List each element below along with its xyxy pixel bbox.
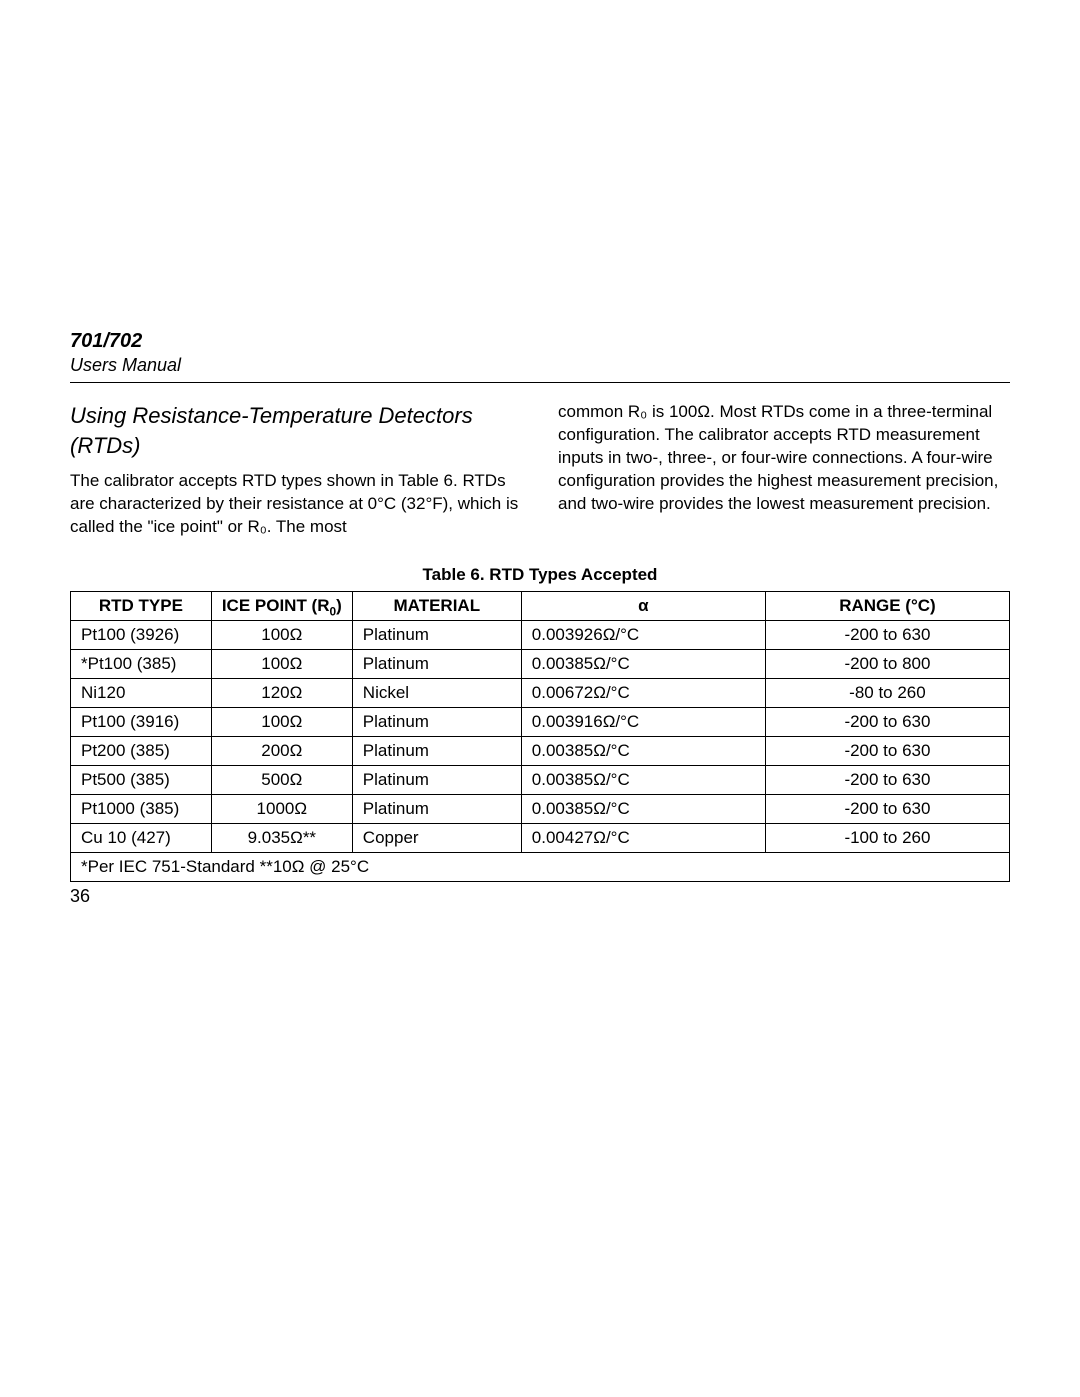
- table-cell: Platinum: [352, 621, 521, 650]
- table-cell: 100Ω: [211, 708, 352, 737]
- table-row: Pt200 (385)200ΩPlatinum0.00385Ω/°C-200 t…: [71, 737, 1010, 766]
- table-cell: 0.00672Ω/°C: [521, 679, 765, 708]
- left-column: Using Resistance-Temperature Detectors (…: [70, 401, 522, 539]
- page: 701/702 Users Manual Using Resistance-Te…: [0, 0, 1080, 1397]
- table-cell: 1000Ω: [211, 795, 352, 824]
- table-cell: 0.00385Ω/°C: [521, 737, 765, 766]
- table-footnote: *Per IEC 751-Standard **10Ω @ 25°C: [71, 853, 1010, 882]
- table-cell: -200 to 630: [765, 737, 1009, 766]
- table-row: Pt100 (3916)100ΩPlatinum0.003916Ω/°C-200…: [71, 708, 1010, 737]
- table-cell: 0.00385Ω/°C: [521, 650, 765, 679]
- table-cell: 9.035Ω**: [211, 824, 352, 853]
- table-cell: -200 to 630: [765, 766, 1009, 795]
- col-header-ice-point: ICE POINT (R0): [211, 592, 352, 621]
- right-paragraph: common R₀ is 100Ω. Most RTDs come in a t…: [558, 401, 1010, 516]
- header-subtitle: Users Manual: [70, 355, 1010, 376]
- table-cell: Ni120: [71, 679, 212, 708]
- table-cell: -200 to 630: [765, 795, 1009, 824]
- table-row: Cu 10 (427)9.035Ω**Copper0.00427Ω/°C-100…: [71, 824, 1010, 853]
- table-cell: Platinum: [352, 766, 521, 795]
- page-number: 36: [70, 886, 90, 907]
- table-cell: Pt200 (385): [71, 737, 212, 766]
- header-model: 701/702: [70, 330, 1010, 353]
- left-paragraph: The calibrator accepts RTD types shown i…: [70, 470, 522, 539]
- table-cell: Platinum: [352, 737, 521, 766]
- table-row: Pt1000 (385)1000ΩPlatinum0.00385Ω/°C-200…: [71, 795, 1010, 824]
- section-heading: Using Resistance-Temperature Detectors (…: [70, 401, 522, 460]
- table-cell: Platinum: [352, 708, 521, 737]
- table-cell: Pt500 (385): [71, 766, 212, 795]
- rtd-types-table: RTD TYPE ICE POINT (R0) MATERIAL α RANGE…: [70, 591, 1010, 882]
- right-column: common R₀ is 100Ω. Most RTDs come in a t…: [558, 401, 1010, 539]
- table-caption: Table 6. RTD Types Accepted: [70, 565, 1010, 585]
- table-cell: 500Ω: [211, 766, 352, 795]
- col-header-rtd-type: RTD TYPE: [71, 592, 212, 621]
- table-cell: -200 to 630: [765, 621, 1009, 650]
- table-cell: Pt100 (3916): [71, 708, 212, 737]
- table-header-row: RTD TYPE ICE POINT (R0) MATERIAL α RANGE…: [71, 592, 1010, 621]
- table-cell: Copper: [352, 824, 521, 853]
- col-header-range: RANGE (°C): [765, 592, 1009, 621]
- table-cell: 0.00385Ω/°C: [521, 766, 765, 795]
- table-cell: 0.00427Ω/°C: [521, 824, 765, 853]
- col-header-material: MATERIAL: [352, 592, 521, 621]
- table-cell: -200 to 800: [765, 650, 1009, 679]
- table-row: *Pt100 (385)100ΩPlatinum0.00385Ω/°C-200 …: [71, 650, 1010, 679]
- table-row: Pt100 (3926)100ΩPlatinum0.003926Ω/°C-200…: [71, 621, 1010, 650]
- table-cell: 200Ω: [211, 737, 352, 766]
- table-cell: 100Ω: [211, 650, 352, 679]
- table-cell: Cu 10 (427): [71, 824, 212, 853]
- table-cell: Pt1000 (385): [71, 795, 212, 824]
- table-cell: 100Ω: [211, 621, 352, 650]
- table-cell: 120Ω: [211, 679, 352, 708]
- table-footnote-row: *Per IEC 751-Standard **10Ω @ 25°C: [71, 853, 1010, 882]
- table-cell: Platinum: [352, 795, 521, 824]
- table-cell: Pt100 (3926): [71, 621, 212, 650]
- col-header-alpha: α: [521, 592, 765, 621]
- table-cell: Nickel: [352, 679, 521, 708]
- table-cell: 0.003916Ω/°C: [521, 708, 765, 737]
- table-cell: Platinum: [352, 650, 521, 679]
- table-row: Ni120120ΩNickel0.00672Ω/°C-80 to 260: [71, 679, 1010, 708]
- table-row: Pt500 (385)500ΩPlatinum0.00385Ω/°C-200 t…: [71, 766, 1010, 795]
- header-rule: [70, 382, 1010, 383]
- table-cell: 0.00385Ω/°C: [521, 795, 765, 824]
- two-column-body: Using Resistance-Temperature Detectors (…: [70, 401, 1010, 539]
- table-cell: -80 to 260: [765, 679, 1009, 708]
- table-cell: *Pt100 (385): [71, 650, 212, 679]
- table-cell: 0.003926Ω/°C: [521, 621, 765, 650]
- table-cell: -100 to 260: [765, 824, 1009, 853]
- table-body: Pt100 (3926)100ΩPlatinum0.003926Ω/°C-200…: [71, 621, 1010, 853]
- table-cell: -200 to 630: [765, 708, 1009, 737]
